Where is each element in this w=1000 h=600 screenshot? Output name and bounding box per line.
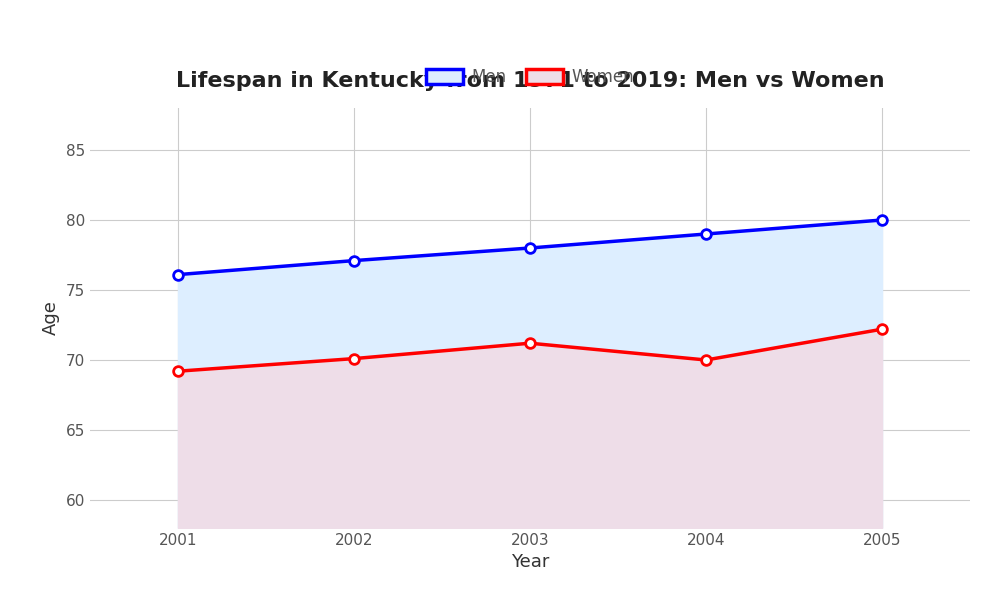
X-axis label: Year: Year [511,553,549,571]
Legend: Men, Women: Men, Women [419,62,641,93]
Y-axis label: Age: Age [42,301,60,335]
Title: Lifespan in Kentucky from 1971 to 2019: Men vs Women: Lifespan in Kentucky from 1971 to 2019: … [176,71,884,91]
